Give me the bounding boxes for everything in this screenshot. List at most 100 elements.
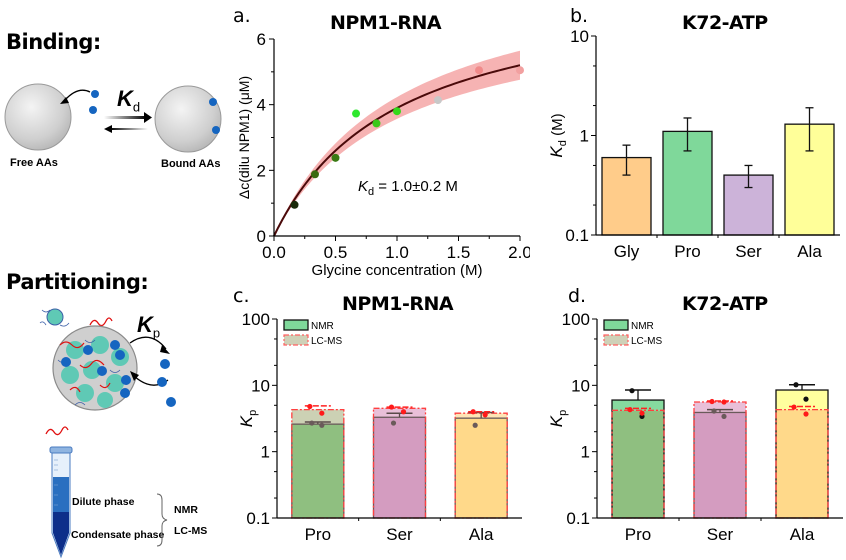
data-point — [310, 170, 319, 179]
y-axis-label: Kp — [547, 410, 569, 427]
chart-a: 0 2 4 6 0.0 0.5 1.0 1.5 2.0 Glycine concentration… — [236, 30, 530, 279]
legend-nmr-swatch — [283, 319, 309, 331]
x-tick-label: Ala — [469, 525, 494, 544]
chart-a-title: NPM1-RNA — [330, 12, 442, 34]
partitioning-title: Partitioning: — [6, 270, 149, 294]
kd-annotation: Kd = 1.0±0.2 M — [358, 178, 458, 198]
legend-nmr-label: NMR — [631, 321, 654, 332]
x-tick-label: Pro — [674, 242, 700, 261]
free-aas-label: Free AAs — [10, 157, 58, 169]
lcms-data-point — [627, 407, 633, 413]
data-point — [331, 153, 340, 162]
y-tick-label: 10 — [251, 376, 270, 395]
legend-lcms-swatch — [603, 334, 629, 346]
y-tick-label: 1 — [580, 127, 589, 146]
fit-curve — [273, 64, 521, 237]
rna-strand-icon — [45, 426, 69, 436]
nmr-data-point — [721, 413, 727, 420]
legend-lcms-swatch — [283, 334, 309, 346]
lcms-data-point — [400, 409, 407, 415]
legend-lcms-label: LC-MS — [311, 336, 342, 347]
y-axis-label: Kd (M) — [547, 113, 569, 157]
lcms-data-point — [307, 403, 313, 410]
bound-amino-acid-dot — [212, 126, 220, 134]
x-tick-label: 0.0 — [262, 243, 286, 262]
x-tick-label: Ala — [790, 525, 815, 544]
data-point — [516, 66, 524, 75]
confidence-band — [274, 50, 520, 236]
bar-upper-pro — [612, 400, 664, 411]
nmr-data-point — [309, 420, 315, 426]
x-tick-label: 0.5 — [324, 243, 348, 262]
bar-pro — [291, 424, 344, 518]
legend-nmr-label: NMR — [311, 321, 334, 332]
legend-nmr-swatch — [603, 319, 629, 331]
x-tick-label: 1.5 — [447, 243, 471, 262]
amino-acid-dot — [91, 90, 99, 98]
x-tick-label: Ser — [386, 525, 413, 544]
bar-ser — [694, 412, 746, 518]
y-tick-label: 10 — [570, 30, 589, 46]
binding-schematic — [4, 83, 222, 153]
bar-ala — [776, 409, 828, 518]
y-tick-label: 100 — [562, 312, 590, 329]
x-tick-label: Ser — [707, 525, 734, 544]
y-axis-label: Kp — [237, 410, 259, 427]
x-tick-label: Ala — [797, 242, 822, 261]
lcms-bar-outline — [775, 408, 829, 519]
kd-symbol: Kd — [117, 86, 141, 115]
panel-letter-d: d. — [568, 285, 587, 307]
free-droplet — [4, 83, 72, 151]
bar-upper-pro — [291, 409, 344, 425]
reverse-arrow-icon — [110, 128, 148, 130]
data-point — [433, 96, 442, 105]
panel-letter-b: b. — [570, 5, 589, 27]
x-axis-label: Glycine concentration (M) — [312, 262, 483, 279]
bar-upper-ala — [776, 390, 828, 410]
x-tick-label: 2.0 — [508, 243, 530, 262]
binding-title: Binding: — [6, 30, 101, 54]
bar-ala — [455, 418, 508, 518]
free-protein-icon — [39, 308, 70, 327]
partition-out-arrow-icon — [129, 336, 167, 350]
lcms-data-point — [721, 399, 727, 405]
y-tick-label: 0.1 — [565, 226, 589, 245]
binding-arrow-icon — [64, 89, 91, 101]
lcms-method-label: LC-MS — [174, 525, 208, 537]
lcms-data-point — [388, 404, 395, 410]
nmr-data-point — [319, 422, 325, 428]
bar-pro — [612, 410, 664, 518]
x-tick-label: Gly — [614, 242, 640, 261]
nmr-data-point — [472, 422, 478, 428]
x-tick-label: 1.0 — [385, 243, 409, 262]
nmr-data-point — [711, 408, 717, 414]
rna-strand-icon — [89, 317, 113, 327]
chart-d: Pro Ser Ala 0.1 1 10 100 Kp NMR LC-MS — [547, 312, 843, 544]
y-axis-label: Δc(dilu NPM1) (μM) — [236, 76, 252, 199]
forward-arrow-icon — [104, 116, 146, 119]
brace-icon — [156, 493, 168, 547]
partitioning-schematic — [39, 308, 176, 411]
chart-c-title: NPM1-RNA — [342, 293, 454, 315]
chart-b-title: K72-ATP — [682, 12, 768, 34]
lcms-bar-outline — [372, 407, 427, 519]
y-tick-label: 4 — [257, 96, 266, 115]
chart-d-title: K72-ATP — [682, 293, 768, 315]
x-tick-label: Pro — [305, 525, 331, 544]
lcms-data-point — [482, 412, 488, 418]
nmr-data-point — [793, 382, 799, 388]
x-tick-label: Ser — [735, 242, 762, 261]
panel-letter-a: a. — [233, 5, 251, 27]
nmr-data-point — [803, 396, 809, 402]
nmr-data-point — [390, 420, 397, 426]
falcon-tube-icon — [49, 446, 73, 559]
panel-letter-c: c. — [233, 285, 250, 307]
data-point — [290, 200, 299, 209]
y-tick-label: 100 — [242, 312, 270, 329]
lcms-data-point — [639, 410, 645, 416]
y-tick-label: 0.1 — [246, 509, 270, 528]
bar-upper-ser — [694, 402, 746, 413]
amino-acid-dot — [89, 106, 97, 114]
y-tick-label: 6 — [257, 30, 266, 49]
bar-ser — [373, 417, 426, 518]
